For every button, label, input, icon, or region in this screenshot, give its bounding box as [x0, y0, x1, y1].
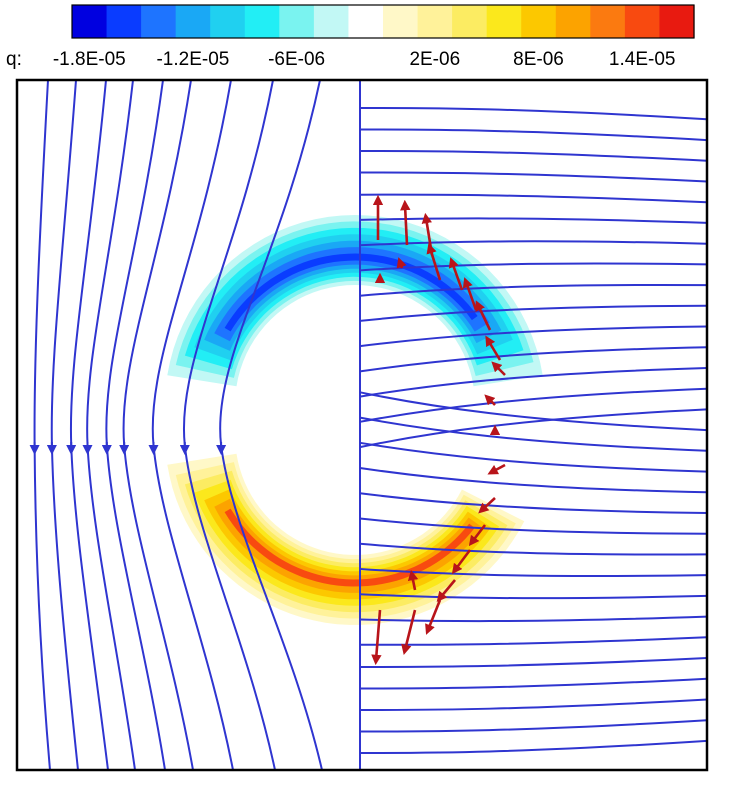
colorbar-tick-label: -1.2E-05: [156, 49, 229, 70]
variable-label: q:: [6, 49, 22, 70]
contour-band: [224, 508, 475, 587]
vector-arrow: [491, 361, 506, 376]
streamline: [359, 542, 707, 556]
streamline: [359, 367, 707, 398]
colorbar-tick-label: 8E-06: [513, 49, 564, 70]
streamline: [359, 593, 707, 600]
streamline: [359, 441, 707, 473]
streamline: [359, 467, 707, 494]
vector-arrow: [425, 599, 442, 635]
colorbar-swatch: [244, 5, 280, 38]
plot-frame: [15, 78, 709, 772]
streamline: [359, 719, 707, 733]
colorbar-swatch: [486, 5, 522, 38]
colorbar-swatch: [313, 5, 350, 38]
streamlines: [29, 80, 707, 770]
streamline: [359, 150, 707, 162]
streamline: [359, 391, 707, 432]
streamline: [359, 615, 707, 623]
streamline: [359, 677, 707, 690]
vector-arrow: [462, 277, 478, 311]
streamline: [359, 193, 707, 204]
vector-arrow: [436, 579, 456, 602]
vector-arrow: [400, 199, 411, 246]
colorbar-swatch: [521, 5, 557, 38]
vector-arrow: [475, 300, 492, 331]
streamline: [359, 416, 707, 452]
colorbar-tick-label: -6E-06: [268, 49, 325, 70]
streamline: [359, 739, 707, 754]
colorbar-swatch: [279, 5, 315, 38]
streamline: [359, 636, 707, 646]
contour-band: [224, 253, 478, 332]
colorbar-swatch: [659, 5, 695, 38]
streamline: [359, 492, 707, 514]
vector-arrow: [485, 335, 502, 361]
colorbar-swatch: [175, 5, 211, 38]
vector-arrow: [401, 609, 417, 656]
streamline: [359, 517, 707, 535]
colorbar-swatch: [417, 5, 453, 38]
streamline: [359, 171, 707, 183]
streamline: [359, 107, 707, 121]
streamline: [359, 283, 707, 297]
colorbar-swatch: [348, 5, 384, 38]
streamline: [359, 240, 707, 247]
colorbar-swatch: [555, 5, 591, 38]
vector-arrow: [468, 524, 487, 547]
colorbar-tick-label: 2E-06: [409, 49, 460, 70]
streamline: [359, 325, 707, 348]
colorbar-swatch: [106, 5, 142, 38]
vector-arrows: [371, 194, 506, 666]
vector-arrow: [426, 243, 442, 281]
streamline: [359, 217, 707, 224]
colorbar-swatch: [141, 5, 177, 38]
vector-arrow: [478, 497, 496, 514]
colorbar-swatch: [590, 5, 626, 38]
colorbar-tick-label: 1.4E-05: [609, 49, 676, 70]
colorbar-tick-labels: -1.8E-05 -1.2E-05 -6E-06 2E-06 8E-06 1.4E-05: [53, 49, 676, 70]
colorbar-swatch: [210, 5, 246, 38]
vector-arrow: [487, 463, 506, 475]
streamline: [359, 128, 707, 142]
colorbar: [71, 4, 695, 39]
vector-arrow: [484, 394, 496, 406]
vector-arrow: [407, 569, 419, 591]
plot-area: [17, 80, 707, 770]
colorbar-swatch: [72, 5, 108, 38]
streamline: [359, 698, 707, 711]
streamline: [359, 408, 707, 449]
vector-arrow: [371, 609, 382, 666]
colorbar-swatch: [452, 5, 488, 38]
streamline: [359, 568, 707, 578]
streamline: [359, 346, 707, 373]
streamline: [359, 262, 707, 272]
vector-arrow: [396, 257, 407, 269]
colorbar-tick-label: -1.8E-05: [53, 49, 126, 70]
vector-arrow: [448, 257, 464, 291]
vector-arrow: [451, 549, 472, 575]
colorbar-swatch: [383, 5, 419, 38]
streamline: [359, 304, 707, 322]
colorbar-swatch: [624, 5, 661, 38]
streamline: [359, 657, 707, 668]
